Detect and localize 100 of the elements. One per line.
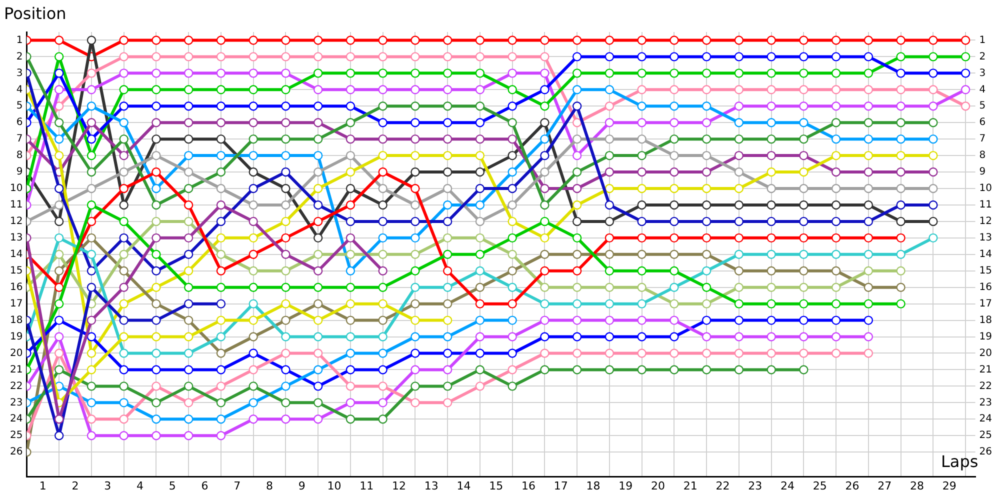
point <box>248 398 258 408</box>
point <box>960 36 970 45</box>
x-tick-label: 24 <box>780 479 795 492</box>
point <box>442 216 452 226</box>
point <box>378 250 388 259</box>
point <box>637 167 646 177</box>
point <box>184 299 194 308</box>
point <box>54 431 64 440</box>
point <box>184 431 194 440</box>
point <box>281 118 290 128</box>
point <box>152 184 161 194</box>
y2-tick-label: 18 <box>979 314 992 326</box>
point <box>637 250 646 259</box>
y2-tick-label: 25 <box>979 430 992 442</box>
point <box>734 52 744 62</box>
point <box>281 233 290 243</box>
point <box>281 134 290 144</box>
point <box>734 184 744 194</box>
point <box>184 36 194 45</box>
point <box>313 250 323 259</box>
point <box>508 365 517 374</box>
point <box>248 382 258 391</box>
point <box>734 316 744 325</box>
point <box>637 150 646 160</box>
point <box>410 365 420 374</box>
point <box>928 52 938 62</box>
point <box>864 68 874 78</box>
point <box>475 216 485 226</box>
point <box>410 299 420 308</box>
point <box>831 150 841 160</box>
point <box>572 266 582 276</box>
point <box>378 52 388 62</box>
point <box>831 250 841 259</box>
point <box>378 398 388 408</box>
point <box>572 299 582 308</box>
point <box>86 36 96 45</box>
point <box>604 200 614 210</box>
point <box>410 266 420 276</box>
point <box>54 365 64 374</box>
point <box>378 216 388 226</box>
point <box>119 134 128 144</box>
point <box>119 36 128 45</box>
y2-tick-label: 15 <box>979 265 992 276</box>
point <box>572 365 582 374</box>
point <box>831 216 841 226</box>
point <box>152 150 161 160</box>
point <box>119 200 128 210</box>
point <box>378 167 388 177</box>
point <box>508 85 517 94</box>
point <box>346 167 356 177</box>
point <box>378 184 388 194</box>
point <box>670 282 679 292</box>
point <box>216 36 226 45</box>
point <box>572 184 582 194</box>
point <box>734 216 744 226</box>
point <box>119 299 128 308</box>
x-tick-label: 12 <box>392 479 406 492</box>
point <box>281 200 290 210</box>
point <box>831 316 841 325</box>
point <box>864 167 874 177</box>
x-tick-label: 27 <box>878 479 892 492</box>
point <box>864 250 874 259</box>
point <box>734 282 744 292</box>
point <box>248 118 258 128</box>
point <box>378 332 388 342</box>
point <box>734 299 744 308</box>
point <box>86 348 96 358</box>
point <box>960 52 970 62</box>
point <box>540 102 550 111</box>
point <box>702 282 712 292</box>
point <box>896 299 906 308</box>
point <box>152 52 161 62</box>
point <box>313 118 323 128</box>
point <box>346 365 356 374</box>
point <box>378 134 388 144</box>
point <box>248 233 258 243</box>
point <box>572 134 582 144</box>
point <box>831 299 841 308</box>
point <box>831 167 841 177</box>
point <box>734 134 744 144</box>
point <box>670 118 679 128</box>
point <box>734 200 744 210</box>
point <box>540 250 550 259</box>
point <box>248 184 258 194</box>
point <box>766 299 776 308</box>
point <box>86 134 96 144</box>
x-tick-label: 10 <box>327 479 342 492</box>
point <box>475 299 485 308</box>
point <box>572 332 582 342</box>
x-tick-label: 5 <box>168 479 176 492</box>
x-tick-label: 22 <box>716 479 730 492</box>
point <box>442 332 452 342</box>
point <box>572 233 582 243</box>
point <box>540 299 550 308</box>
point <box>152 68 161 78</box>
point <box>540 85 550 94</box>
point <box>734 36 744 45</box>
point <box>152 266 161 276</box>
point <box>766 118 776 128</box>
point <box>702 216 712 226</box>
